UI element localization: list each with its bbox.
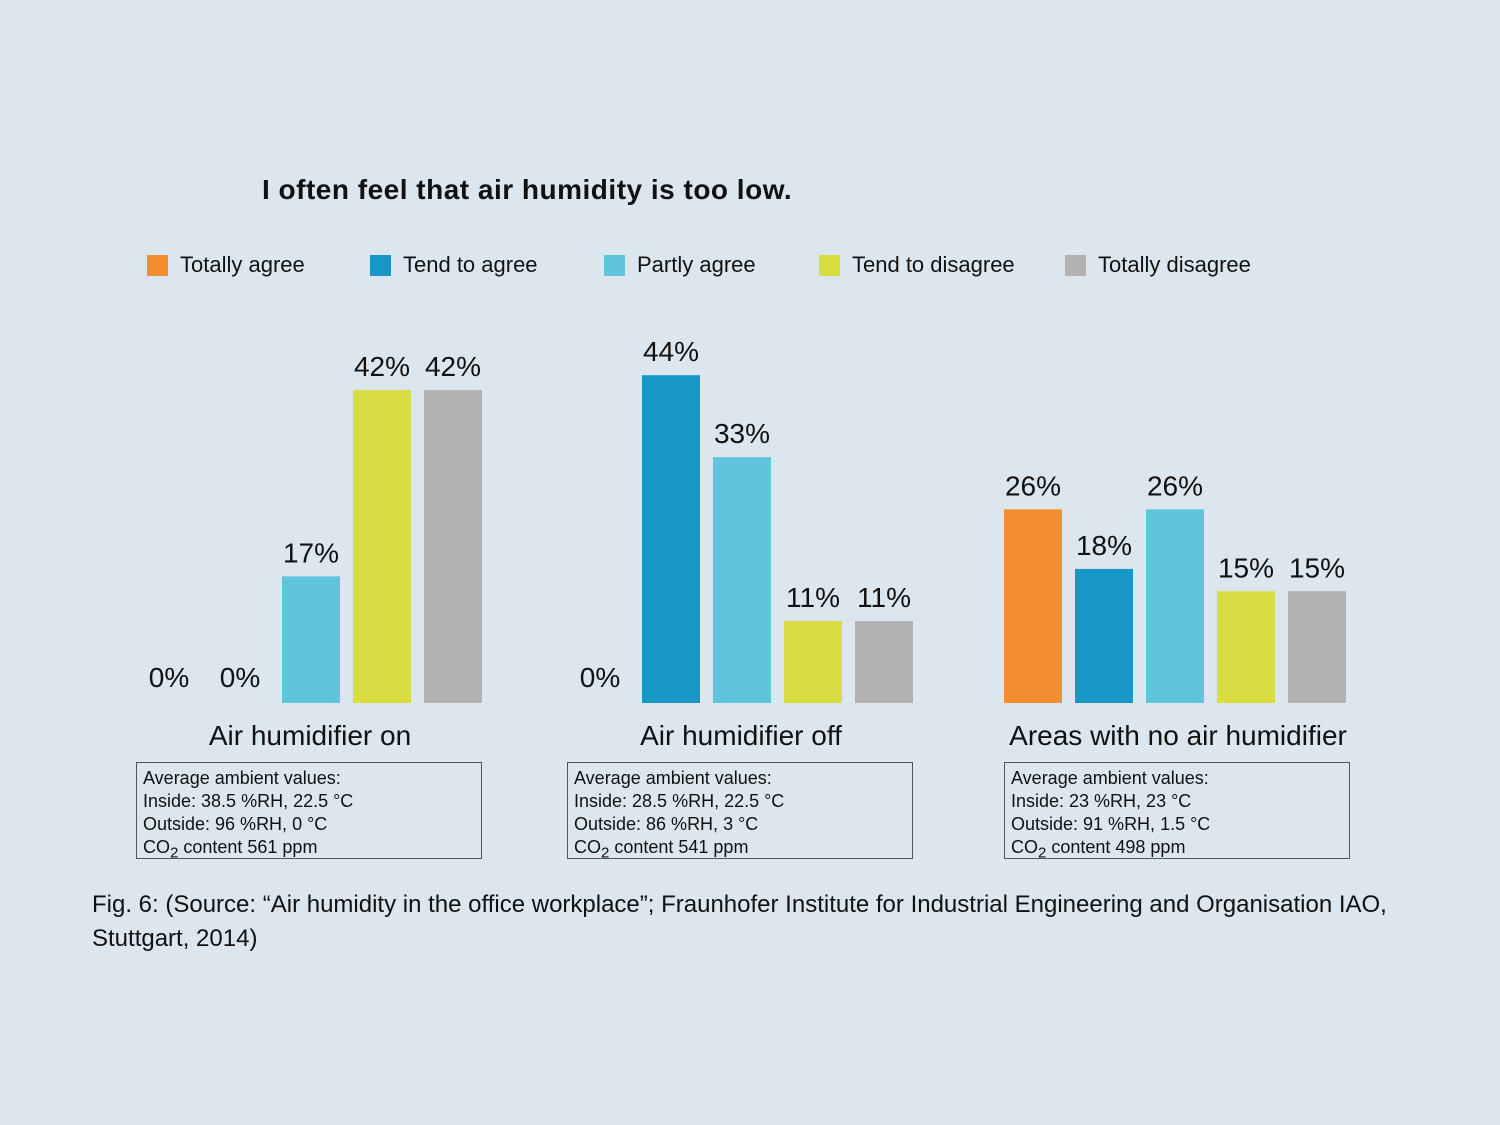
bar-partly-agree (713, 457, 771, 703)
bar-totally-disagree (424, 390, 482, 703)
data-label: 42% (354, 351, 410, 382)
category-label: Air humidifier on (208, 720, 412, 751)
category-label: Air humidifier off (640, 720, 842, 751)
bar-totally-agree (1004, 509, 1062, 703)
bar-totally-disagree (855, 621, 913, 703)
data-label: 11% (857, 582, 911, 613)
co2-value: content 541 ppm (609, 837, 749, 857)
legend-swatch (1065, 254, 1086, 276)
bar-tend-to-agree (642, 375, 700, 703)
ambient-inside: Inside: 23 %RH, 23 °C (1011, 791, 1192, 811)
data-label: 33% (714, 418, 770, 449)
data-label: 15% (1289, 552, 1345, 583)
legend-item-tend-to-disagree: Tend to disagree (819, 252, 1015, 278)
bar-tend-to-disagree (784, 621, 842, 703)
legend-item-totally-disagree: Totally disagree (1065, 252, 1251, 278)
data-label: 15% (1218, 552, 1274, 583)
data-label: 26% (1005, 470, 1061, 501)
ambient-heading: Average ambient values: (143, 768, 341, 788)
ambient-outside: Outside: 91 %RH, 1.5 °C (1011, 814, 1211, 834)
legend-label: Partly agree (637, 252, 756, 277)
legend-label: Tend to disagree (852, 252, 1015, 277)
figure-caption: Fig. 6: (Source: “Air humidity in the of… (92, 891, 1387, 952)
data-label: 18% (1076, 530, 1132, 561)
bar-partly-agree (282, 576, 340, 703)
ambient-values-box: Average ambient values: Inside: 23 %RH, … (1004, 762, 1350, 862)
co2-subscript: 2 (170, 844, 179, 862)
data-label: 44% (643, 336, 699, 367)
legend-item-totally-agree: Totally agree (147, 252, 305, 278)
ambient-co2: CO2 content 498 ppm (1011, 836, 1343, 865)
ambient-values-box: Average ambient values: Inside: 38.5 %RH… (136, 762, 482, 862)
data-label: 42% (425, 351, 481, 382)
co2-value: content 498 ppm (1046, 837, 1186, 857)
data-label: 11% (786, 582, 840, 613)
co2-prefix: CO (1011, 837, 1038, 857)
legend-swatch (604, 254, 625, 276)
co2-prefix: CO (143, 837, 170, 857)
ambient-outside: Outside: 96 %RH, 0 °C (143, 814, 328, 834)
ambient-inside: Inside: 28.5 %RH, 22.5 °C (574, 791, 785, 811)
co2-prefix: CO (574, 837, 601, 857)
co2-subscript: 2 (601, 844, 610, 862)
data-label: 0% (220, 662, 260, 693)
legend-label: Totally disagree (1098, 252, 1251, 277)
ambient-heading: Average ambient values: (574, 768, 772, 788)
bar-tend-to-disagree (353, 390, 411, 703)
data-label: 17% (283, 537, 339, 568)
legend-label: Tend to agree (403, 252, 538, 277)
ambient-outside: Outside: 86 %RH, 3 °C (574, 814, 759, 834)
co2-value: content 561 ppm (178, 837, 318, 857)
legend-swatch (370, 254, 391, 276)
ambient-values-box: Average ambient values: Inside: 28.5 %RH… (567, 762, 913, 862)
legend-item-tend-to-agree: Tend to agree (370, 252, 538, 278)
bar-partly-agree (1146, 509, 1204, 703)
chart-title: I often feel that air humidity is too lo… (262, 174, 793, 205)
category-label: Areas with no air humidifier (1009, 720, 1347, 751)
ambient-heading: Average ambient values: (1011, 768, 1209, 788)
data-label: 26% (1147, 470, 1203, 501)
ambient-co2: CO2 content 561 ppm (143, 836, 475, 865)
legend-item-partly-agree: Partly agree (604, 252, 756, 278)
legend-swatch (147, 254, 168, 276)
bar-totally-disagree (1288, 591, 1346, 703)
legend-swatch (819, 254, 840, 276)
legend-label: Totally agree (180, 252, 305, 277)
ambient-co2: CO2 content 541 ppm (574, 836, 906, 865)
co2-subscript: 2 (1038, 844, 1047, 862)
bar-tend-to-disagree (1217, 591, 1275, 703)
bar-tend-to-agree (1075, 568, 1133, 703)
data-label: 0% (580, 662, 620, 693)
ambient-inside: Inside: 38.5 %RH, 22.5 °C (143, 791, 354, 811)
data-label: 0% (149, 662, 189, 693)
